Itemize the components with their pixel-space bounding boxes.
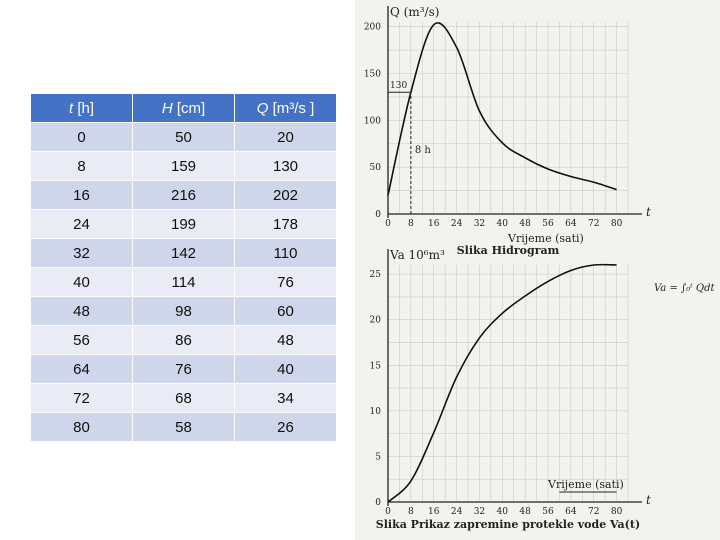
x-tick-label: 40 [497, 507, 509, 517]
y-tick-label: 200 [364, 23, 381, 33]
table-cell: 0 [30, 122, 133, 152]
x-tick-label: 24 [451, 219, 463, 229]
table-cell: 16 [30, 180, 133, 210]
table-row: 40 114 76 [30, 267, 337, 297]
table-cell: 130 [234, 151, 337, 181]
chart-title: Slika Hidrogram [457, 244, 560, 257]
table-cell: 32 [30, 238, 133, 268]
table-cell: 202 [234, 180, 337, 210]
table-cell: 48 [234, 325, 337, 355]
y-tick-label: 100 [364, 116, 381, 126]
header-cell-t: t [h] [30, 93, 133, 123]
header-cell-q: Q [m³/s ] [234, 93, 337, 123]
x-tick-label: 8 [408, 219, 414, 229]
x-axis-label: t [646, 205, 651, 219]
x-caption: Vrijeme (sati) [547, 478, 624, 491]
x-tick-label: 56 [542, 219, 554, 229]
annotation-label: 8 h [415, 145, 432, 156]
x-tick-label: 0 [385, 219, 391, 229]
x-tick-label: 24 [451, 507, 463, 517]
y-tick-label: 50 [370, 163, 382, 173]
series-line [387, 22, 617, 196]
x-caption: Vrijeme (sati) [507, 232, 584, 245]
table-cell: 26 [234, 412, 337, 442]
y-axis-label: Q (m³/s) [390, 5, 439, 19]
y-tick-label: 20 [370, 316, 382, 326]
table-cell: 98 [132, 296, 235, 326]
table-cell: 8 [30, 151, 133, 181]
table-row: 16 216 202 [30, 180, 337, 210]
table-row: 8 159 130 [30, 151, 337, 181]
y-tick-label: 0 [375, 498, 381, 508]
y-tick-label: 25 [370, 270, 382, 280]
table-cell: 40 [234, 354, 337, 384]
annotation-label: 130 [390, 81, 407, 91]
table-cell: 178 [234, 209, 337, 239]
data-table: t [h] H [cm] Q [m³/s ] 0 50 20 8 159 130 16 216… [30, 93, 337, 442]
x-tick-label: 48 [519, 219, 531, 229]
table-cell: 56 [30, 325, 133, 355]
x-tick-label: 56 [542, 507, 554, 517]
table-cell: 80 [30, 412, 133, 442]
table-cell: 64 [30, 354, 133, 384]
table-cell: 48 [30, 296, 133, 326]
table-row: 48 98 60 [30, 296, 337, 326]
x-tick-label: 64 [565, 507, 577, 517]
x-tick-label: 72 [588, 219, 599, 229]
x-tick-label: 80 [611, 219, 623, 229]
table-cell: 20 [234, 122, 337, 152]
table-cell: 40 [30, 267, 133, 297]
x-tick-label: 32 [474, 219, 485, 229]
table-cell: 58 [132, 412, 235, 442]
table-row: 72 68 34 [30, 383, 337, 413]
formula-label: Va = ∫₀ᵗ Qdt [654, 283, 715, 294]
y-tick-label: 5 [375, 452, 381, 462]
table-cell: 142 [132, 238, 235, 268]
scanned-figure-panel [355, 0, 720, 540]
x-tick-label: 48 [519, 507, 531, 517]
table-row: 0 50 20 [30, 122, 337, 152]
table-cell: 50 [132, 122, 235, 152]
y-axis-label: Va 10⁶m³ [389, 248, 445, 262]
x-tick-label: 80 [611, 507, 623, 517]
table-cell: 216 [132, 180, 235, 210]
header-cell-h: H [cm] [132, 93, 235, 123]
table-row: 56 86 48 [30, 325, 337, 355]
x-tick-label: 32 [474, 507, 485, 517]
table-cell: 24 [30, 209, 133, 239]
x-tick-label: 0 [385, 507, 391, 517]
x-axis-label: t [646, 493, 651, 507]
table-row: 32 142 110 [30, 238, 337, 268]
x-tick-label: 64 [565, 219, 577, 229]
table-cell: 34 [234, 383, 337, 413]
table-cell: 110 [234, 238, 337, 268]
table-header-row: t [h] H [cm] Q [m³/s ] [30, 93, 337, 123]
x-tick-label: 40 [497, 219, 509, 229]
x-tick-label: 16 [428, 219, 440, 229]
x-tick-label: 8 [408, 507, 414, 517]
table-cell: 159 [132, 151, 235, 181]
y-tick-label: 15 [370, 361, 382, 371]
table-row: 64 76 40 [30, 354, 337, 384]
chart-title: Slika Prikaz zapremine protekle vode Va(… [376, 518, 640, 531]
x-tick-label: 16 [428, 507, 440, 517]
y-tick-label: 0 [375, 210, 381, 220]
chart-1: 0 8 16 24 32 40 48 56 64 72 80 0 5 10 15 20 25 t Va 10⁶m³ [370, 248, 651, 517]
y-tick-label: 150 [364, 70, 381, 80]
table-cell: 114 [132, 267, 235, 297]
chart-0: 0 8 16 24 32 40 48 56 64 72 80 0 50 100 150 200 t Q (m³/s… [364, 5, 651, 229]
table-cell: 60 [234, 296, 337, 326]
y-tick-label: 10 [370, 407, 382, 417]
table-row: 80 58 26 [30, 412, 337, 442]
x-tick-label: 72 [588, 507, 599, 517]
